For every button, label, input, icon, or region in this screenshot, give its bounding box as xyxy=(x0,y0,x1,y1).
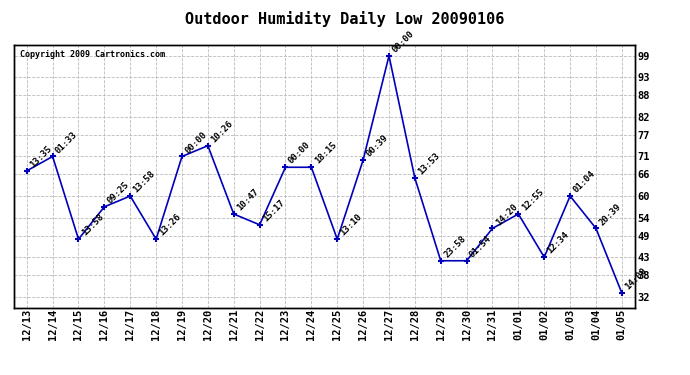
Text: 13:58: 13:58 xyxy=(80,212,106,238)
Text: 12:34: 12:34 xyxy=(546,230,571,256)
Text: 10:26: 10:26 xyxy=(209,119,235,144)
Text: 13:26: 13:26 xyxy=(157,212,183,238)
Text: Copyright 2009 Cartronics.com: Copyright 2009 Cartronics.com xyxy=(20,50,165,59)
Text: 00:00: 00:00 xyxy=(391,29,416,54)
Text: 10:47: 10:47 xyxy=(235,187,261,213)
Text: 23:58: 23:58 xyxy=(442,234,468,260)
Text: 20:39: 20:39 xyxy=(598,202,623,227)
Text: 01:33: 01:33 xyxy=(54,130,79,155)
Text: 12:55: 12:55 xyxy=(520,187,545,213)
Text: 09:25: 09:25 xyxy=(106,180,131,206)
Text: 13:53: 13:53 xyxy=(416,151,442,177)
Text: 01:04: 01:04 xyxy=(571,169,597,195)
Text: 18:15: 18:15 xyxy=(313,141,338,166)
Text: 13:58: 13:58 xyxy=(132,169,157,195)
Text: 13:10: 13:10 xyxy=(339,212,364,238)
Text: Outdoor Humidity Daily Low 20090106: Outdoor Humidity Daily Low 20090106 xyxy=(186,11,504,27)
Text: 00:00: 00:00 xyxy=(184,130,209,155)
Text: 00:00: 00:00 xyxy=(287,141,313,166)
Text: 14:20: 14:20 xyxy=(494,202,520,227)
Text: 14:00: 14:00 xyxy=(623,266,649,292)
Text: 01:54: 01:54 xyxy=(468,234,493,260)
Text: 13:35: 13:35 xyxy=(28,144,54,170)
Text: 00:39: 00:39 xyxy=(364,133,390,159)
Text: 15:17: 15:17 xyxy=(261,198,286,223)
